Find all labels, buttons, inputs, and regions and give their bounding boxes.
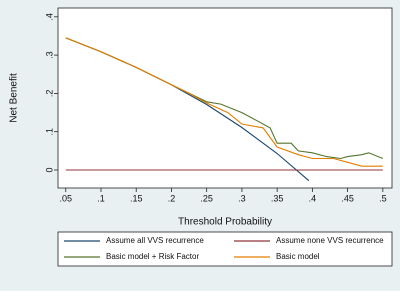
legend-label: Basic model bbox=[276, 252, 320, 261]
x-tick-label: .1 bbox=[97, 193, 105, 203]
x-tick-label: .35 bbox=[271, 193, 284, 203]
legend bbox=[57, 231, 393, 267]
x-tick-label: .3 bbox=[238, 193, 246, 203]
x-tick-label: .05 bbox=[59, 193, 72, 203]
x-tick-label: .45 bbox=[341, 193, 354, 203]
y-tick-label: .3 bbox=[44, 51, 54, 59]
y-tick-label: .2 bbox=[44, 90, 54, 98]
legend-label: Basic model + Risk Factor bbox=[106, 252, 199, 261]
y-tick-label: .1 bbox=[44, 128, 54, 136]
x-tick-label: .2 bbox=[168, 193, 176, 203]
x-axis-title: Threshold Probability bbox=[178, 217, 272, 228]
x-tick-label: .4 bbox=[309, 193, 317, 203]
legend-label: Assume none VVS recurrence bbox=[276, 236, 384, 245]
y-axis-title: Net Benefit bbox=[9, 73, 20, 123]
series-line bbox=[65, 37, 383, 167]
x-tick-label: .25 bbox=[200, 193, 213, 203]
x-tick-label: .15 bbox=[130, 193, 143, 203]
x-tick-label: .5 bbox=[379, 193, 387, 203]
legend-label: Assume all VVS recurrence bbox=[106, 236, 204, 245]
y-tick-label: .4 bbox=[44, 13, 54, 21]
y-tick-label: 0 bbox=[44, 167, 54, 172]
